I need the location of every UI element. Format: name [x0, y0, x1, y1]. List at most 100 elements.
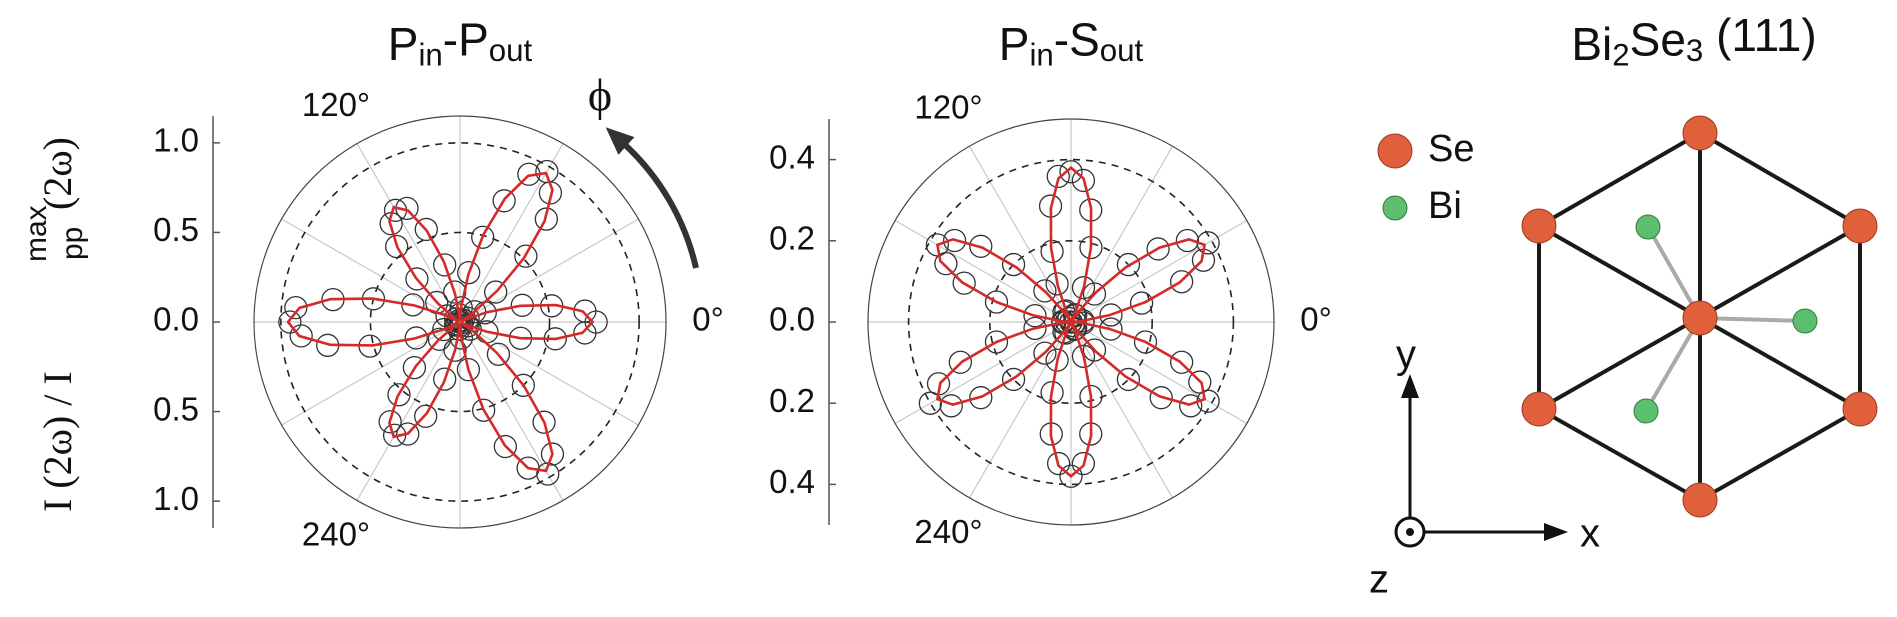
data-point — [493, 434, 517, 459]
theta-grid-line — [281, 218, 461, 323]
r-grid-circle — [369, 231, 551, 413]
bi-atoms — [1633, 214, 1818, 424]
theta-grid-line — [281, 321, 461, 426]
title-part: Se — [1630, 14, 1686, 66]
data-point — [1023, 316, 1047, 340]
data-point — [457, 260, 481, 285]
data-point — [1175, 228, 1200, 253]
data-point — [1133, 330, 1158, 354]
title-part: P — [388, 18, 419, 70]
data-point — [405, 267, 429, 291]
axis-y-label: y — [1396, 333, 1416, 377]
data-point — [404, 326, 428, 350]
data-point — [934, 252, 958, 276]
phi-annotation: ϕ — [588, 70, 612, 121]
theta-tick-label: 120° — [914, 89, 982, 126]
data-point — [1071, 451, 1096, 476]
data-point — [1082, 338, 1107, 362]
se-atoms — [1521, 115, 1878, 518]
theta-grid-line — [1070, 219, 1248, 323]
data-point — [387, 383, 411, 407]
data-point — [1059, 464, 1083, 488]
r-grid-circle — [280, 142, 640, 502]
data-point — [573, 321, 597, 345]
theta-grid-line — [968, 321, 1072, 499]
data-point — [1059, 160, 1083, 184]
title-subscript: 2 — [1612, 38, 1629, 73]
data-point — [1023, 304, 1047, 328]
data-point — [540, 442, 565, 466]
y-label-main: I (2ω) / I — [35, 371, 80, 512]
y-tick-label: 0.5 — [153, 390, 199, 427]
data-point — [1071, 276, 1096, 300]
data-point — [1099, 317, 1123, 341]
axis-z-label: z — [1369, 558, 1389, 602]
data-point — [918, 391, 943, 415]
data-point — [1046, 164, 1070, 189]
y-tick-label: 0.4 — [769, 463, 815, 500]
data-point — [1033, 279, 1057, 303]
y-tick-label: 1.0 — [153, 122, 199, 159]
legend-se-swatch — [1377, 133, 1413, 169]
data-point — [433, 367, 457, 391]
data-point — [984, 330, 1009, 354]
chart-title: Pin-Sout — [999, 14, 1144, 73]
data-point — [456, 357, 481, 382]
data-point — [1116, 252, 1141, 277]
data-point — [1116, 367, 1141, 392]
y-label-sub: pp — [56, 227, 89, 260]
y-tick-label: 0.2 — [769, 382, 815, 419]
diagram-title: Bi2Se3 (111) — [1571, 9, 1816, 72]
theta-tick-label: 120° — [302, 86, 370, 123]
y-label-sup: max — [20, 205, 53, 262]
theta-grid-line — [356, 143, 461, 323]
data-point — [1064, 317, 1088, 341]
data-point — [484, 280, 508, 304]
data-point — [952, 271, 976, 295]
outer-circle — [253, 115, 667, 529]
y-axis-label: I (2ω) / I pp max (2ω) — [20, 137, 89, 512]
theta-tick-label: 0° — [692, 301, 724, 338]
data-point — [1169, 270, 1194, 294]
data-point — [433, 253, 457, 277]
y-tick-label: 0.5 — [153, 211, 199, 248]
r-grid-circle — [988, 240, 1153, 404]
data-point — [401, 293, 425, 317]
data-point — [1045, 348, 1069, 372]
rotation-arrow — [605, 127, 699, 269]
data-point — [1129, 291, 1154, 315]
title-subscript: in — [1029, 38, 1053, 73]
y-tick-label: 1.0 — [153, 480, 199, 517]
title-part: P — [999, 18, 1030, 70]
y-tick-label: 0.0 — [769, 301, 815, 338]
theta-tick-label: 240° — [914, 513, 982, 550]
data-point — [1061, 313, 1085, 338]
data-point — [471, 225, 495, 249]
theta-grid-line — [894, 321, 1072, 425]
data-point — [414, 217, 438, 242]
bond-lines — [1644, 226, 1806, 413]
theta-grid-line — [968, 145, 1072, 323]
data-point — [948, 350, 973, 374]
data-point — [1179, 394, 1203, 418]
y-tick-label: 0.4 — [769, 138, 815, 175]
theta-grid-line — [894, 219, 1072, 323]
y-tick-label: 0.0 — [153, 301, 199, 338]
data-point — [492, 189, 516, 213]
data-point — [942, 228, 967, 253]
title-subscript: out — [489, 33, 533, 68]
data-point — [284, 295, 308, 320]
data-point — [1146, 237, 1170, 261]
r-grid-circle — [907, 158, 1235, 486]
data-point — [1149, 386, 1173, 410]
data-point — [1071, 344, 1096, 368]
title-subscript: in — [418, 38, 442, 73]
data-point — [1046, 451, 1071, 476]
coordinate-axes: y x z — [1369, 333, 1600, 602]
data-point — [402, 355, 427, 380]
data-point — [1033, 341, 1057, 365]
data-point — [385, 234, 409, 259]
data-point — [378, 410, 402, 434]
crystal-diagram: Bi2Se3 (111) Se Bi y — [1369, 9, 1878, 602]
y-label-end: (2ω) — [35, 137, 80, 210]
